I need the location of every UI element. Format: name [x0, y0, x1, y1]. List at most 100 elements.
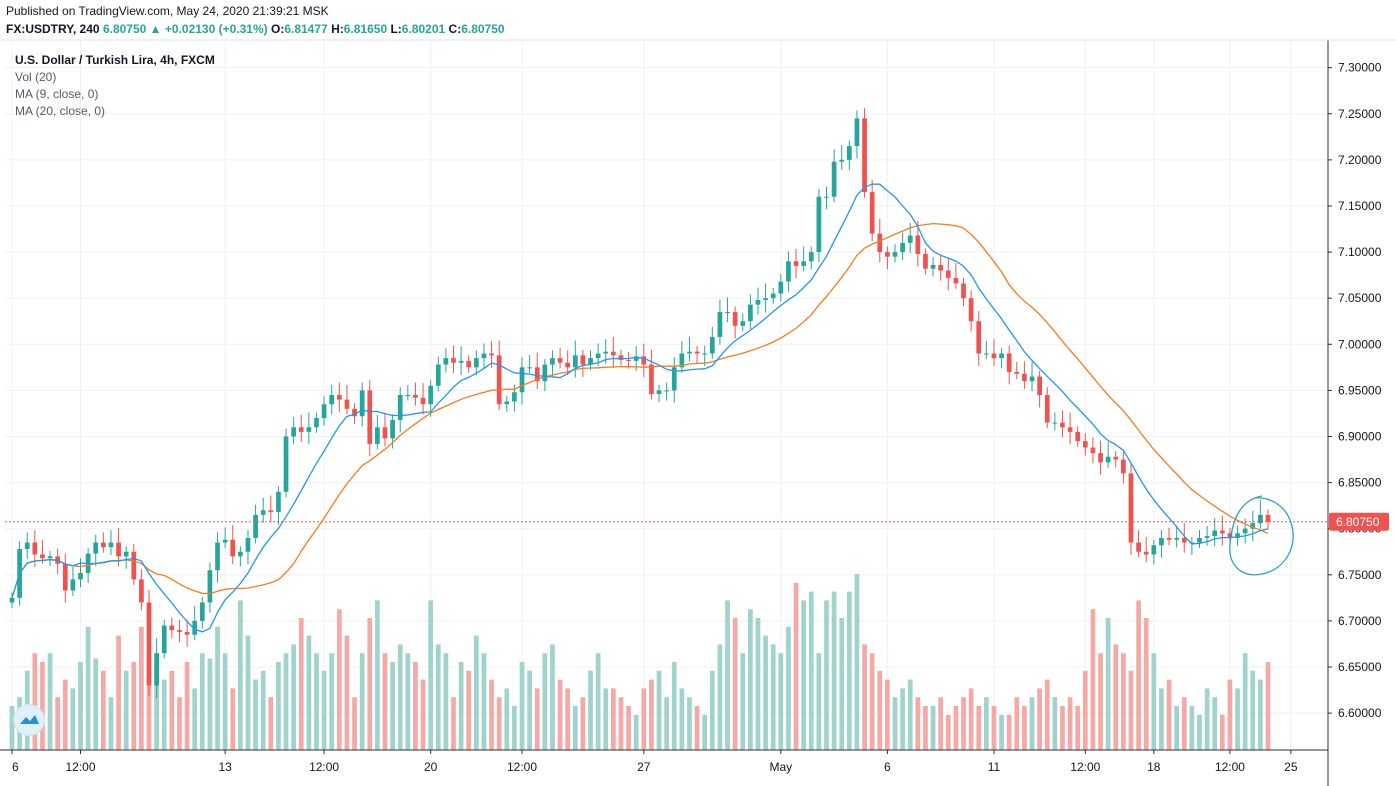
- volume-bar: [458, 662, 464, 750]
- volume-bar: [1174, 706, 1180, 750]
- volume-bar: [435, 644, 441, 750]
- candle-body: [588, 358, 593, 365]
- candle-body: [572, 355, 578, 368]
- volume-bar: [1075, 706, 1081, 750]
- price-change: ▲ +0.02130 (+0.31%): [149, 22, 268, 36]
- volume-bar: [496, 697, 502, 750]
- high-value: 6.81650: [343, 22, 388, 36]
- volume-bar: [1090, 609, 1096, 750]
- volume-bar: [405, 653, 411, 750]
- candle-body: [1037, 376, 1042, 395]
- candle-body: [633, 356, 639, 361]
- volume-bar: [184, 662, 190, 750]
- volume-bar: [854, 574, 860, 750]
- hand-drawn-annotation: [1229, 495, 1294, 576]
- volume-bar: [1136, 600, 1141, 750]
- volume-bar: [291, 644, 297, 750]
- candle-body: [1227, 533, 1233, 538]
- candle-body: [489, 353, 494, 356]
- close-value: 6.80750: [461, 22, 505, 36]
- volume-bar: [1029, 697, 1035, 750]
- volume-bar: [740, 653, 746, 750]
- candle-body: [1212, 530, 1218, 537]
- volume-bar: [359, 653, 365, 750]
- candle-body: [62, 563, 68, 591]
- volume-bar: [1113, 644, 1119, 750]
- candle-body: [504, 401, 510, 405]
- candle-body: [664, 390, 670, 392]
- volume-bar: [314, 653, 319, 750]
- candle-body: [139, 579, 144, 603]
- legend-ma9: MA (9, close, 0): [15, 87, 99, 101]
- volume-bar: [953, 706, 959, 750]
- volume-bar: [1212, 697, 1218, 750]
- volume-bar: [192, 688, 198, 750]
- candle-body: [329, 395, 335, 405]
- candle-body: [1006, 353, 1012, 372]
- volume-bar: [542, 653, 548, 750]
- volume-bar: [702, 714, 708, 750]
- volume-bar: [626, 706, 631, 750]
- candle-body: [321, 404, 327, 419]
- volume-bar: [100, 670, 106, 750]
- candle-body: [352, 408, 357, 417]
- legend-volume: Vol (20): [15, 70, 57, 84]
- volume-bar: [1006, 714, 1012, 750]
- low-value: 6.80201: [401, 22, 446, 36]
- candle-body: [230, 539, 236, 557]
- volume-bar: [892, 697, 898, 750]
- candle-body: [976, 321, 982, 354]
- x-tick-label: 25: [1284, 760, 1298, 774]
- y-tick-label: 6.85000: [1338, 476, 1382, 490]
- volume-bar: [915, 697, 921, 750]
- candle-body: [786, 261, 791, 282]
- volume-bar: [1166, 679, 1172, 750]
- candle-body: [824, 196, 829, 198]
- volume-bar: [9, 706, 15, 750]
- volume-bar: [572, 706, 578, 750]
- candle-body: [1075, 431, 1081, 442]
- volume-bar: [489, 679, 494, 750]
- candle-body: [1197, 537, 1202, 543]
- volume-bar: [382, 653, 388, 750]
- volume-bar: [1060, 706, 1065, 750]
- volume-bar: [1128, 670, 1134, 750]
- volume-bar: [991, 706, 997, 750]
- volume-bar: [778, 653, 784, 750]
- x-tick-label: 18: [1147, 760, 1161, 774]
- volume-bar: [664, 697, 670, 750]
- volume-bar: [633, 714, 639, 750]
- volume-bar: [1044, 679, 1050, 750]
- candle-body: [496, 355, 502, 405]
- candle-body: [732, 312, 738, 326]
- candle-body: [47, 556, 53, 559]
- volume-bar: [397, 644, 403, 750]
- volume-bar: [976, 706, 982, 750]
- volume-bar: [649, 679, 654, 750]
- volume-bar: [786, 626, 791, 750]
- volume-bar: [755, 618, 761, 750]
- candle-body: [336, 395, 342, 400]
- low-label: L:: [390, 22, 402, 36]
- chart-axes: [0, 39, 1396, 786]
- volume-bar: [1219, 714, 1225, 750]
- volume-bar: [352, 697, 357, 750]
- volume-bar: [93, 658, 99, 750]
- volume-bar: [55, 697, 61, 750]
- volume-bar: [709, 670, 715, 750]
- candle-body: [1022, 373, 1027, 382]
- candle-body: [268, 510, 274, 513]
- candle-body: [1159, 537, 1164, 546]
- candle-body: [1113, 456, 1119, 460]
- y-tick-label: 7.05000: [1338, 291, 1382, 305]
- volume-bar: [420, 679, 426, 750]
- candle-body: [869, 192, 875, 234]
- high-label: H:: [331, 22, 344, 36]
- candle-body: [78, 572, 83, 580]
- tradingview-logo-icon[interactable]: [14, 705, 44, 735]
- volume-bar: [1022, 706, 1027, 750]
- volume-bar: [877, 670, 883, 750]
- volume-bar: [1105, 618, 1111, 750]
- volume-bar: [839, 618, 845, 750]
